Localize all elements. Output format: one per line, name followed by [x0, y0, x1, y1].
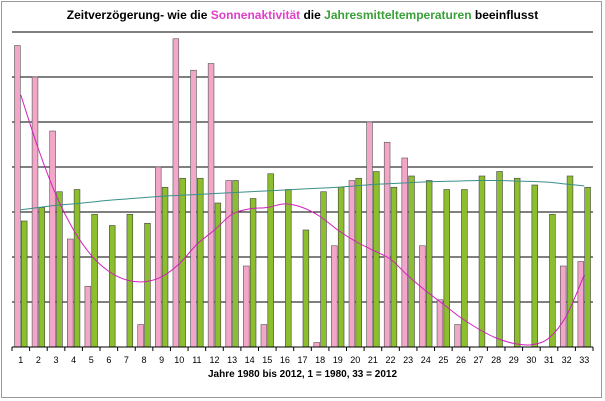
- title-part-3: die: [300, 8, 325, 22]
- temp-bar: [443, 189, 450, 348]
- sun-bar: [383, 141, 391, 348]
- x-tick-label: 9: [159, 355, 164, 365]
- temp-bar: [549, 213, 556, 348]
- sun-bar: [137, 324, 144, 348]
- sun-bar: [331, 245, 338, 348]
- sun-bar: [49, 130, 56, 348]
- temp-bar: [56, 191, 63, 348]
- x-tick-label: 13: [227, 355, 237, 365]
- x-tick-label: 21: [368, 355, 378, 365]
- temp-trend-line: [20, 179, 585, 211]
- x-tick-label: 26: [456, 355, 466, 365]
- temp-bar: [144, 222, 151, 348]
- sun-bar: [559, 265, 567, 348]
- x-tick-label: 30: [526, 355, 536, 365]
- temp-bar: [249, 198, 257, 348]
- temp-bar: [478, 175, 486, 348]
- sun-bar: [401, 157, 408, 348]
- temp-bar: [73, 189, 81, 348]
- title-part-5: beeinflusst: [471, 8, 539, 22]
- sun-bar: [436, 299, 444, 348]
- x-tick-label: 12: [209, 355, 219, 365]
- temp-bar: [161, 186, 169, 348]
- x-tick-label: 4: [71, 355, 76, 365]
- temp-bar: [425, 180, 433, 348]
- x-tick-label: 22: [386, 355, 396, 365]
- sun-bar: [14, 45, 21, 348]
- temp-bar: [337, 186, 345, 348]
- temp-bar: [285, 189, 292, 348]
- sun-bar: [454, 324, 461, 348]
- temp-bar: [267, 173, 274, 348]
- temp-bar: [408, 175, 415, 348]
- x-tick-label: 14: [245, 355, 255, 365]
- sun-bar: [577, 261, 584, 348]
- temp-bar: [109, 225, 116, 348]
- x-tick-label: 19: [333, 355, 343, 365]
- x-tick-label: 28: [491, 355, 501, 365]
- x-tick-label: 29: [509, 355, 519, 365]
- x-tick-label: 11: [192, 355, 201, 365]
- temp-bar: [38, 207, 46, 348]
- sun-bar: [348, 180, 356, 348]
- x-tick-label: 7: [124, 355, 129, 365]
- sun-bar: [260, 324, 268, 348]
- temp-bar: [390, 186, 398, 348]
- x-tick-label: 2: [36, 355, 41, 365]
- chart-title: Zeitverzögerung- wie die Sonnenaktivität…: [0, 8, 605, 22]
- temp-bar: [584, 186, 591, 348]
- x-tick-label: 20: [350, 355, 360, 365]
- x-tick-label: 27: [474, 355, 484, 365]
- title-sun-keyword: Sonnenaktivität: [210, 8, 301, 22]
- x-tick-label: 24: [421, 355, 431, 365]
- x-tick-label: 3: [54, 355, 59, 365]
- temp-bar: [461, 189, 468, 348]
- temp-bar: [531, 184, 538, 348]
- temp-bar: [355, 177, 362, 348]
- sun-trend-line: [20, 94, 585, 346]
- x-axis-label: Jahre 1980 bis 2012, 1 = 1980, 33 = 2012: [207, 369, 398, 380]
- x-tick-label: 8: [142, 355, 147, 365]
- sun-bar: [366, 121, 373, 348]
- sun-bar: [190, 69, 197, 348]
- temp-bar: [496, 171, 503, 348]
- sun-bar: [313, 342, 320, 348]
- sun-bar: [155, 166, 162, 348]
- x-tick-label: 17: [297, 355, 307, 365]
- title-temp-keyword: Jahresmitteltemperaturen: [324, 8, 472, 22]
- x-tick-label: 10: [174, 355, 184, 365]
- temp-bar: [91, 213, 98, 348]
- temp-bar: [513, 177, 521, 348]
- x-tick-label: 5: [89, 355, 94, 365]
- sun-bar: [84, 285, 92, 348]
- x-tick-label: 18: [315, 355, 325, 365]
- sun-bar: [243, 265, 250, 348]
- x-tick-label: 23: [403, 355, 413, 365]
- x-tick-label: 32: [562, 355, 572, 365]
- x-tick-label: 6: [106, 355, 111, 365]
- temp-bar: [197, 177, 204, 348]
- sun-bar: [31, 76, 39, 348]
- sun-bar: [172, 38, 180, 348]
- x-tick-label: 16: [280, 355, 290, 365]
- x-tick-label: 33: [579, 355, 589, 365]
- temp-bar: [302, 229, 310, 348]
- x-tick-label: 25: [438, 355, 448, 365]
- sun-bar: [67, 238, 74, 348]
- x-tick-label: 1: [18, 355, 23, 365]
- x-tick-label: 31: [544, 355, 554, 365]
- temp-bar: [566, 175, 574, 348]
- temp-bar: [373, 171, 380, 348]
- temp-bar: [320, 191, 327, 348]
- sun-bar: [419, 245, 426, 348]
- temp-bar: [232, 180, 239, 348]
- sun-bar: [207, 63, 215, 348]
- sun-bar: [225, 180, 232, 348]
- title-part-1: Zeitverzögerung- wie die: [66, 8, 211, 22]
- temp-bar: [21, 220, 28, 348]
- x-tick-label: 15: [262, 355, 272, 365]
